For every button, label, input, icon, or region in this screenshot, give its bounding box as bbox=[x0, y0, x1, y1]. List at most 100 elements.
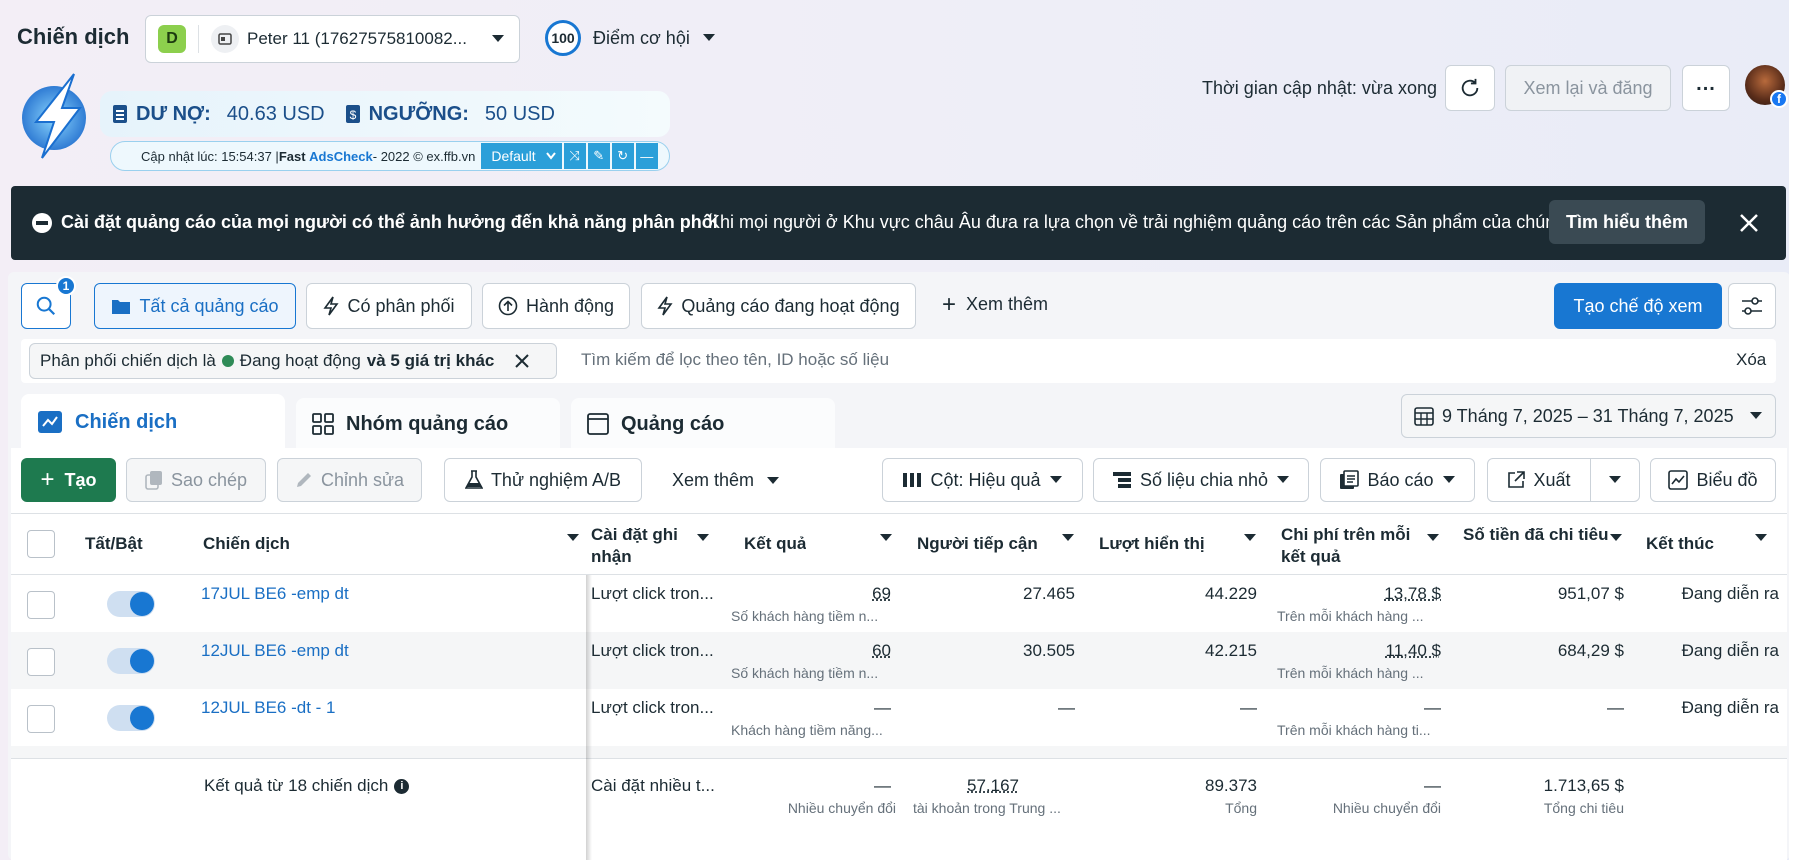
breakdown-button[interactable]: Số liệu chia nhỏ bbox=[1093, 458, 1309, 502]
campaign-name-link[interactable]: 17JUL BE6 -emp dt bbox=[201, 584, 349, 603]
summary-spent-subtext: Tổng chi tiêu bbox=[1543, 800, 1624, 816]
table-row[interactable]: 12JUL BE6 -emp dt Lượt click tron... 60 … bbox=[11, 632, 1787, 689]
clear-filters-button[interactable]: Xóa bbox=[1736, 350, 1767, 369]
tab-active-ads[interactable]: Quảng cáo đang hoạt động bbox=[641, 283, 916, 329]
header-results[interactable]: Kết quả bbox=[744, 534, 807, 553]
page-title: Chiến dịch bbox=[17, 24, 130, 49]
close-icon[interactable] bbox=[514, 353, 530, 369]
view-settings-button[interactable] bbox=[1728, 283, 1776, 329]
learn-more-button[interactable]: Tìm hiểu thêm bbox=[1549, 200, 1705, 244]
search-icon bbox=[36, 296, 56, 316]
cpr-subtext: Trên mỗi khách hàng ... bbox=[1277, 665, 1424, 681]
tab-campaigns[interactable]: Chiến dịch bbox=[21, 394, 285, 450]
date-range-label: 9 Tháng 7, 2025 – 31 Tháng 7, 2025 bbox=[1442, 405, 1734, 426]
table-header-row bbox=[11, 514, 1787, 575]
header-reach[interactable]: Người tiếp cận bbox=[917, 534, 1038, 553]
chart-icon bbox=[1668, 470, 1689, 490]
spent-value: 951,07 $ bbox=[1557, 584, 1624, 603]
campaign-name-link[interactable]: 12JUL BE6 -dt - 1 bbox=[201, 698, 336, 717]
header-impressions[interactable]: Lượt hiển thị bbox=[1099, 534, 1205, 553]
info-icon[interactable]: i bbox=[394, 778, 410, 794]
chip-prefix: Phân phối chiến dịch là bbox=[40, 351, 216, 370]
more-options-button[interactable]: ... bbox=[1682, 65, 1730, 111]
cpr-subtext: Trên mỗi khách hàng ... bbox=[1277, 608, 1424, 624]
tab-ads[interactable]: Quảng cáo bbox=[571, 398, 835, 450]
row-checkbox[interactable] bbox=[27, 705, 55, 733]
profile-select[interactable]: Default bbox=[481, 143, 562, 169]
header-toggle[interactable]: Tất/Bật bbox=[85, 534, 143, 553]
grid-icon bbox=[312, 413, 334, 435]
account-selector[interactable]: D Peter 11 (17627575810082... bbox=[145, 15, 520, 63]
export-button[interactable]: Xuất bbox=[1487, 458, 1591, 502]
money-icon: $ bbox=[345, 105, 360, 123]
close-icon[interactable] bbox=[1739, 213, 1759, 233]
toolbar-more-button[interactable]: Xem thêm bbox=[672, 470, 780, 491]
impressions-value: 44.229 bbox=[1205, 584, 1257, 603]
review-publish-button[interactable]: Xem lại và đăng bbox=[1505, 65, 1671, 111]
row-toggle[interactable] bbox=[107, 591, 155, 617]
refresh-button[interactable] bbox=[1445, 65, 1495, 111]
edit-button[interactable]: Chỉnh sửa bbox=[277, 458, 422, 502]
row-toggle[interactable] bbox=[107, 705, 155, 731]
cpr-value: — bbox=[1424, 698, 1441, 717]
row-checkbox[interactable] bbox=[27, 591, 55, 619]
document-icon bbox=[113, 105, 127, 123]
tab-actions[interactable]: Hành động bbox=[482, 283, 630, 329]
ellipsis-icon: ... bbox=[1696, 72, 1716, 95]
cpr-subtext: Trên mỗi khách hàng ti... bbox=[1277, 722, 1431, 738]
tab-ad-sets[interactable]: Nhóm quảng cáo bbox=[296, 398, 560, 450]
results-value: 69 bbox=[872, 584, 891, 603]
spent-value: — bbox=[1607, 698, 1624, 717]
scrollbar[interactable] bbox=[1789, 0, 1805, 860]
facebook-icon: f bbox=[1770, 90, 1788, 108]
footer-copyright: - 2022 © ex.ffb.vn bbox=[372, 148, 476, 164]
columns-icon bbox=[903, 473, 922, 487]
lightning-logo bbox=[18, 72, 94, 160]
header-cost-per-result[interactable]: Chi phí trên mỗi kết quả bbox=[1281, 525, 1411, 566]
ends-value: Đang diễn ra bbox=[1681, 641, 1779, 660]
summary-attribution: Cài đặt nhiều t... bbox=[591, 776, 715, 795]
reach-value: 27.465 bbox=[1023, 584, 1075, 603]
ab-test-button[interactable]: Thử nghiệm A/B bbox=[444, 458, 642, 502]
table-row[interactable]: 17JUL BE6 -emp dt Lượt click tron... 69 … bbox=[11, 575, 1787, 632]
results-subtext: Số khách hàng tiềm n... bbox=[731, 665, 879, 681]
opportunity-score[interactable]: 100 Điểm cơ hội bbox=[545, 20, 716, 56]
tab-all-ads[interactable]: Tất cả quảng cáo bbox=[94, 283, 296, 329]
minimize-icon[interactable]: — bbox=[635, 143, 658, 169]
create-view-button[interactable]: Tạo chế độ xem bbox=[1554, 283, 1722, 329]
plus-icon: + bbox=[942, 290, 957, 318]
footer-update: Cập nhật lúc: 15:54:37 | bbox=[141, 148, 279, 164]
calendar-icon bbox=[1414, 407, 1434, 426]
date-range-picker[interactable]: 9 Tháng 7, 2025 – 31 Tháng 7, 2025 bbox=[1401, 394, 1776, 438]
select-all-checkbox[interactable] bbox=[27, 530, 55, 558]
attribution-cell: Lượt click tron... bbox=[591, 584, 714, 603]
columns-button[interactable]: Cột: Hiệu quả bbox=[882, 458, 1083, 502]
export-dropdown-button[interactable] bbox=[1590, 458, 1640, 502]
filter-chip[interactable]: Phân phối chiến dịch là Đang hoạt động v… bbox=[29, 343, 557, 379]
header-campaign[interactable]: Chiến dịch bbox=[203, 534, 290, 553]
chart-button[interactable]: Biểu đồ bbox=[1650, 458, 1776, 502]
create-button[interactable]: + Tạo bbox=[21, 458, 116, 502]
row-checkbox[interactable] bbox=[27, 648, 55, 676]
table-row[interactable]: 12JUL BE6 -dt - 1 Lượt click tron... — K… bbox=[11, 689, 1787, 746]
edit-icon[interactable]: ✎ bbox=[587, 143, 610, 169]
header-amount-spent[interactable]: Số tiền đã chi tiêu bbox=[1463, 525, 1609, 544]
campaign-name-link[interactable]: 12JUL BE6 -emp dt bbox=[201, 641, 349, 660]
chevron-down-icon bbox=[1609, 476, 1621, 483]
filter-search-input[interactable]: Tìm kiếm để lọc theo tên, ID hoặc số liệ… bbox=[581, 350, 890, 369]
row-toggle[interactable] bbox=[107, 648, 155, 674]
summary-cpr-subtext: Nhiều chuyển đổi bbox=[1332, 800, 1441, 816]
reload-icon[interactable]: ↻ bbox=[611, 143, 634, 169]
more-filters-link[interactable]: + Xem thêm bbox=[942, 290, 1048, 318]
search-button[interactable]: 1 bbox=[21, 276, 76, 329]
tab-delivering[interactable]: Có phân phối bbox=[306, 283, 472, 329]
header-ends[interactable]: Kết thúc bbox=[1646, 534, 1714, 553]
shuffle-icon[interactable]: ⤨ bbox=[563, 143, 586, 169]
footer-brand-fast: Fast bbox=[278, 148, 306, 164]
avatar[interactable]: f bbox=[1745, 65, 1788, 108]
reports-button[interactable]: Báo cáo bbox=[1320, 458, 1475, 502]
copy-button[interactable]: Sao chép bbox=[126, 458, 266, 502]
campaign-table: Tất/Bật Chiến dịch Cài đặt ghi nhận Kết … bbox=[11, 513, 1787, 860]
header-attribution[interactable]: Cài đặt ghi nhận bbox=[591, 525, 678, 566]
arrow-up-circle-icon bbox=[498, 296, 518, 316]
